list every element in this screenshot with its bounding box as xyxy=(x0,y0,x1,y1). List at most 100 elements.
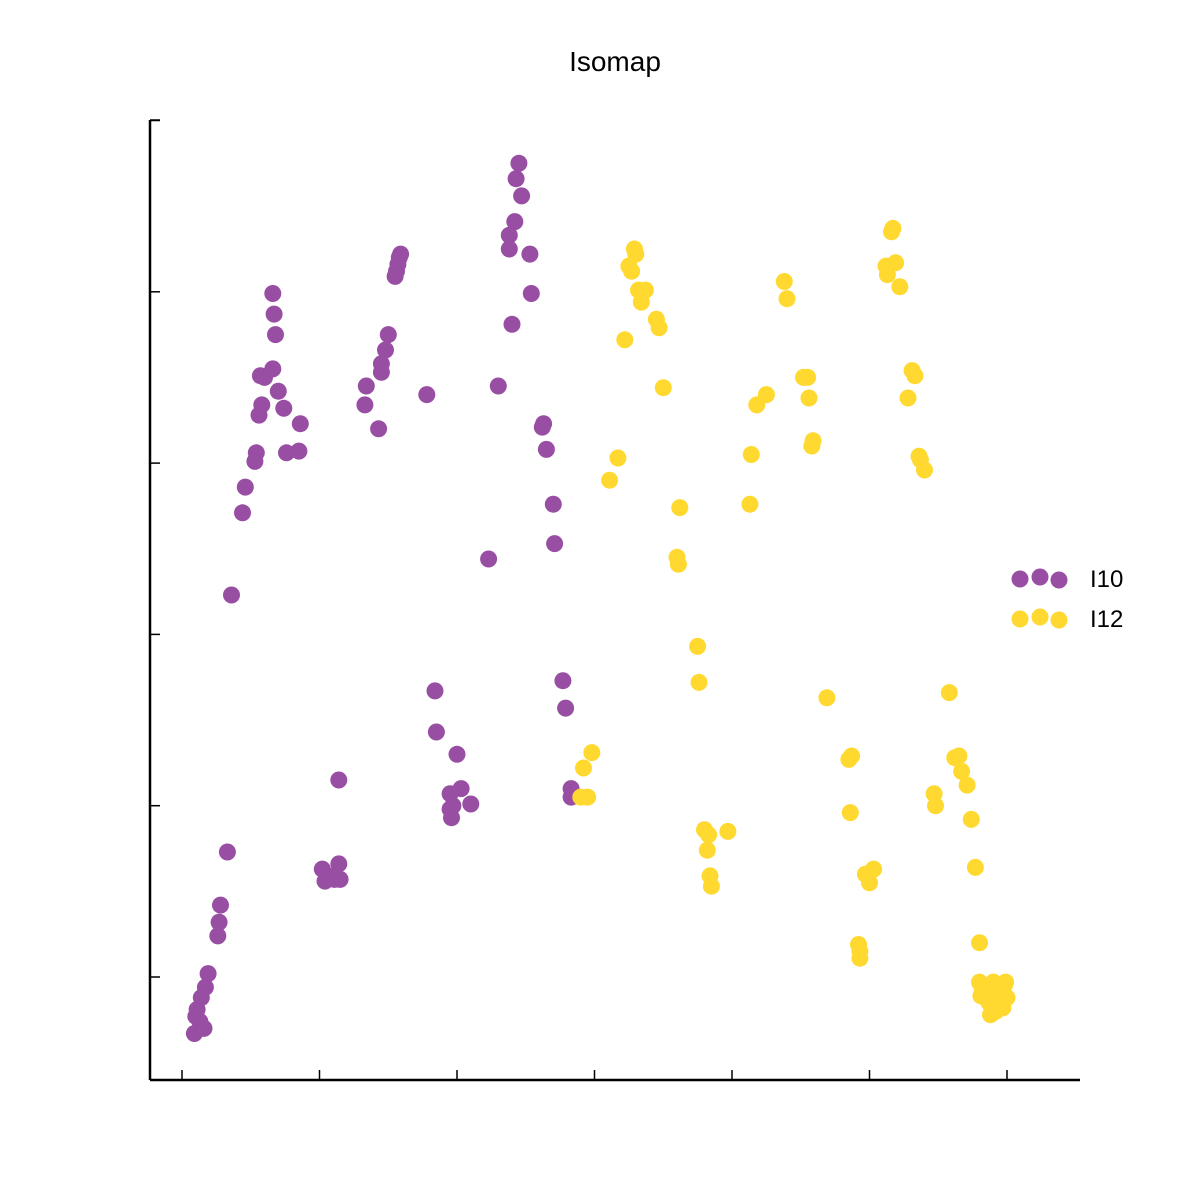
data-point xyxy=(392,245,410,263)
data-point xyxy=(513,187,531,205)
chart-title: Isomap xyxy=(569,46,661,77)
data-point xyxy=(800,389,818,407)
data-point xyxy=(521,245,539,263)
data-point xyxy=(966,858,984,876)
legend-label: I12 xyxy=(1090,606,1123,633)
data-point xyxy=(669,555,687,573)
data-point xyxy=(195,1019,213,1037)
data-point xyxy=(899,389,917,407)
data-point xyxy=(609,449,627,467)
series-i12 xyxy=(572,219,1016,1024)
data-point xyxy=(636,281,654,299)
data-point xyxy=(741,495,759,513)
data-point xyxy=(671,499,689,517)
data-point xyxy=(962,810,980,828)
data-point xyxy=(953,762,971,780)
axes xyxy=(148,119,1080,1082)
data-point xyxy=(719,822,737,840)
data-point xyxy=(462,795,480,813)
data-point xyxy=(210,913,228,931)
data-point xyxy=(370,420,388,438)
data-point xyxy=(291,415,309,433)
data-point xyxy=(275,399,293,417)
data-point xyxy=(448,745,466,763)
data-point xyxy=(851,942,869,960)
legend-marker xyxy=(1011,610,1029,628)
data-point xyxy=(841,804,859,822)
legend-marker xyxy=(1031,568,1049,586)
data-point xyxy=(187,1007,205,1025)
data-point xyxy=(377,341,394,359)
data-point xyxy=(452,780,470,798)
data-point xyxy=(234,504,251,522)
legend-item-i10: I10 xyxy=(1011,566,1123,593)
data-point xyxy=(356,396,374,414)
data-point xyxy=(253,396,271,414)
legend-marker xyxy=(1050,611,1068,629)
data-point xyxy=(916,461,933,479)
data-point xyxy=(861,874,878,892)
data-point xyxy=(330,855,348,873)
data-points xyxy=(185,154,1016,1042)
data-point xyxy=(799,368,817,386)
data-point xyxy=(507,170,525,188)
data-point xyxy=(264,360,282,378)
data-point xyxy=(489,377,507,395)
data-point xyxy=(698,841,716,859)
data-point xyxy=(444,797,462,815)
data-point xyxy=(689,637,707,655)
data-point xyxy=(616,331,634,349)
data-point xyxy=(804,432,822,450)
data-point xyxy=(418,386,436,404)
data-point xyxy=(971,934,988,952)
data-point xyxy=(958,776,976,794)
data-point xyxy=(700,826,718,844)
data-point xyxy=(223,586,240,604)
data-point xyxy=(950,747,968,765)
legend-item-i12: I12 xyxy=(1011,606,1123,633)
data-point xyxy=(906,367,924,385)
data-point xyxy=(927,797,944,815)
data-point xyxy=(264,285,282,302)
data-point xyxy=(265,305,283,323)
data-point xyxy=(372,355,390,373)
data-point xyxy=(522,285,540,302)
data-point xyxy=(878,266,896,284)
data-point xyxy=(650,319,668,337)
data-point xyxy=(247,444,265,462)
data-point xyxy=(290,442,308,460)
data-point xyxy=(357,377,375,395)
data-point xyxy=(537,440,555,458)
data-point xyxy=(278,444,295,462)
data-point xyxy=(503,315,521,333)
data-point xyxy=(196,978,214,996)
data-point xyxy=(778,290,796,308)
data-point xyxy=(510,154,528,172)
data-point xyxy=(330,771,348,789)
data-point xyxy=(940,684,958,702)
data-point xyxy=(884,219,902,237)
data-point xyxy=(757,386,775,404)
data-point xyxy=(654,379,672,397)
legend-marker xyxy=(1031,608,1049,626)
data-point xyxy=(544,495,562,513)
data-point xyxy=(575,759,592,777)
data-point xyxy=(742,446,760,463)
data-point xyxy=(218,843,236,861)
data-point xyxy=(843,747,861,765)
data-point xyxy=(818,689,836,707)
data-point xyxy=(546,535,564,553)
data-point xyxy=(690,673,708,691)
data-point xyxy=(506,213,524,231)
data-point xyxy=(427,723,445,741)
data-point xyxy=(865,860,883,878)
data-point xyxy=(379,326,397,344)
data-point xyxy=(997,973,1015,991)
data-point xyxy=(891,278,909,296)
data-point xyxy=(601,471,619,489)
data-point xyxy=(500,240,518,258)
legend-marker xyxy=(1011,570,1029,588)
data-point xyxy=(199,965,217,983)
data-point xyxy=(702,877,720,895)
